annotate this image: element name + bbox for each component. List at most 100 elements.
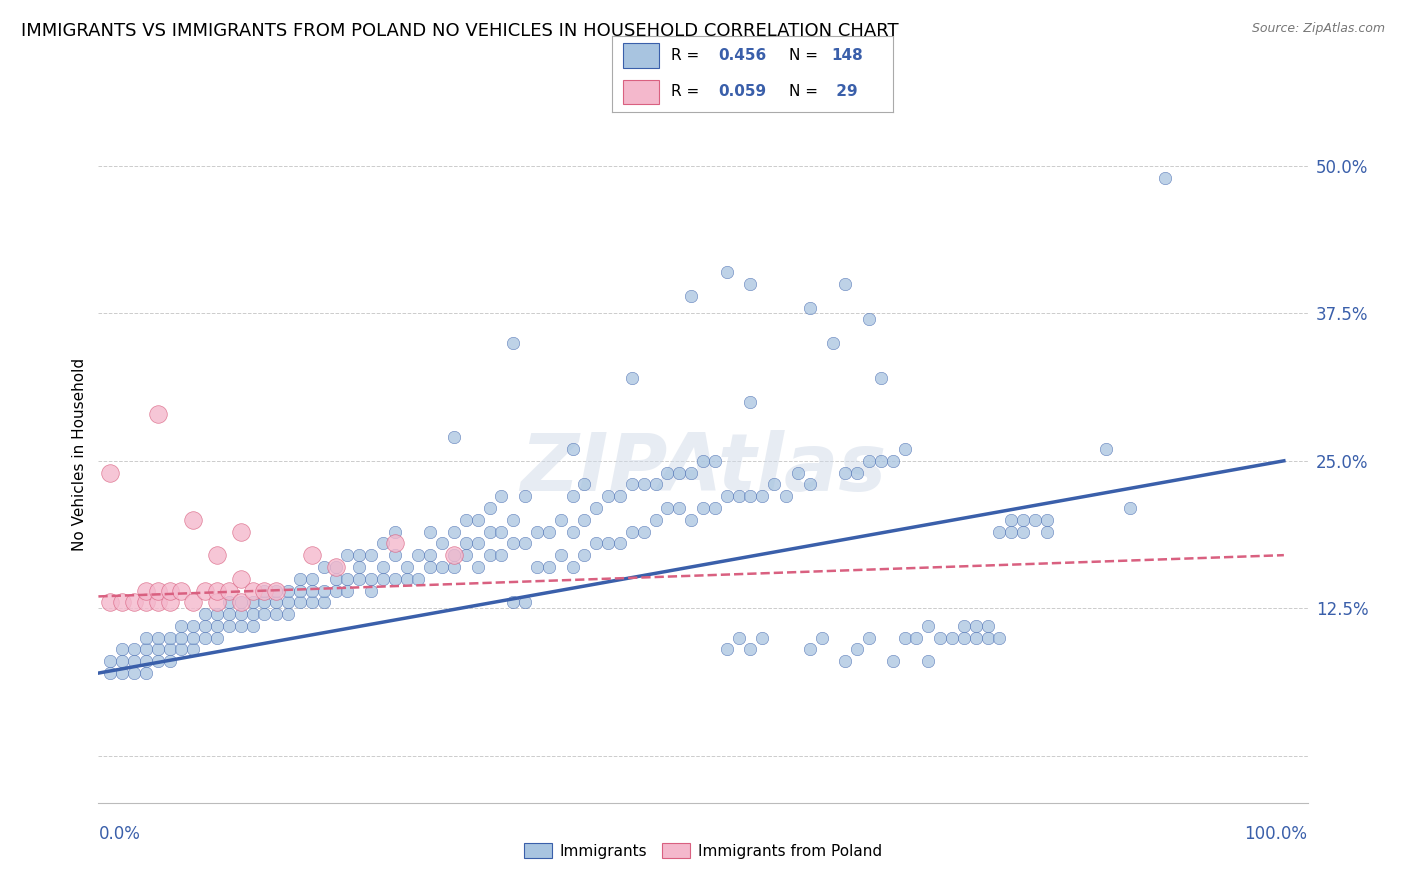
Point xyxy=(620,371,643,385)
Point xyxy=(502,513,524,527)
FancyBboxPatch shape xyxy=(623,44,659,68)
Point xyxy=(146,631,169,645)
Point xyxy=(371,560,394,574)
Point xyxy=(633,524,655,539)
Point xyxy=(550,513,572,527)
Point xyxy=(716,642,738,657)
Point xyxy=(242,607,264,621)
Point xyxy=(205,607,228,621)
Point xyxy=(716,265,738,279)
Point xyxy=(620,524,643,539)
Point xyxy=(419,560,441,574)
Point xyxy=(751,631,773,645)
Point xyxy=(1000,524,1022,539)
Point xyxy=(218,595,240,609)
Point xyxy=(692,500,714,515)
Point xyxy=(574,477,596,491)
Point xyxy=(467,536,489,550)
Point xyxy=(360,583,382,598)
Point xyxy=(242,583,264,598)
Point xyxy=(264,583,287,598)
Point xyxy=(146,595,169,609)
Point xyxy=(858,454,880,468)
Point xyxy=(312,583,335,598)
Point xyxy=(384,536,406,550)
Point xyxy=(740,395,762,409)
Point xyxy=(526,560,548,574)
Point xyxy=(419,524,441,539)
Point xyxy=(288,572,311,586)
Point xyxy=(122,666,145,681)
Point xyxy=(491,524,513,539)
Point xyxy=(408,572,430,586)
Point xyxy=(111,595,134,609)
Point xyxy=(336,572,359,586)
Point xyxy=(122,654,145,668)
Point xyxy=(253,583,276,598)
Point xyxy=(98,466,121,480)
Point xyxy=(360,572,382,586)
Point xyxy=(893,631,915,645)
Point xyxy=(229,619,252,633)
Point xyxy=(491,489,513,503)
Point xyxy=(432,560,454,574)
Point xyxy=(336,548,359,562)
Point xyxy=(869,371,891,385)
Point xyxy=(917,654,939,668)
Point xyxy=(98,666,121,681)
Point xyxy=(537,524,560,539)
Point xyxy=(301,583,323,598)
Point xyxy=(965,631,987,645)
Point xyxy=(194,619,217,633)
Point xyxy=(205,631,228,645)
Point xyxy=(301,595,323,609)
Point xyxy=(443,548,465,562)
Point xyxy=(681,466,703,480)
Point xyxy=(312,595,335,609)
Point xyxy=(98,654,121,668)
Point xyxy=(146,642,169,657)
Point xyxy=(858,312,880,326)
Point xyxy=(229,572,252,586)
Point xyxy=(395,572,418,586)
Point xyxy=(692,454,714,468)
Point xyxy=(515,489,537,503)
Point xyxy=(846,466,869,480)
Point xyxy=(550,548,572,562)
Point xyxy=(454,513,477,527)
Point xyxy=(976,631,998,645)
Point xyxy=(478,500,501,515)
Point xyxy=(574,513,596,527)
Point xyxy=(478,548,501,562)
Point xyxy=(159,595,181,609)
Point xyxy=(740,489,762,503)
Point xyxy=(561,560,583,574)
Point xyxy=(325,572,347,586)
Point xyxy=(122,595,145,609)
Point xyxy=(159,642,181,657)
Point xyxy=(146,407,169,421)
Point xyxy=(159,583,181,598)
Point xyxy=(384,524,406,539)
Point xyxy=(965,619,987,633)
Point xyxy=(561,442,583,456)
Point xyxy=(952,631,974,645)
Point xyxy=(111,666,134,681)
Point xyxy=(135,595,157,609)
Point xyxy=(205,548,228,562)
Point xyxy=(561,489,583,503)
Point xyxy=(98,595,121,609)
Point xyxy=(135,666,157,681)
Point xyxy=(336,583,359,598)
Text: N =: N = xyxy=(789,48,823,63)
Point xyxy=(929,631,952,645)
Point xyxy=(194,631,217,645)
Point xyxy=(633,477,655,491)
Point xyxy=(347,560,370,574)
Point xyxy=(111,642,134,657)
Point xyxy=(218,607,240,621)
Point xyxy=(905,631,928,645)
Point xyxy=(312,560,335,574)
Point xyxy=(432,536,454,550)
Point xyxy=(288,583,311,598)
